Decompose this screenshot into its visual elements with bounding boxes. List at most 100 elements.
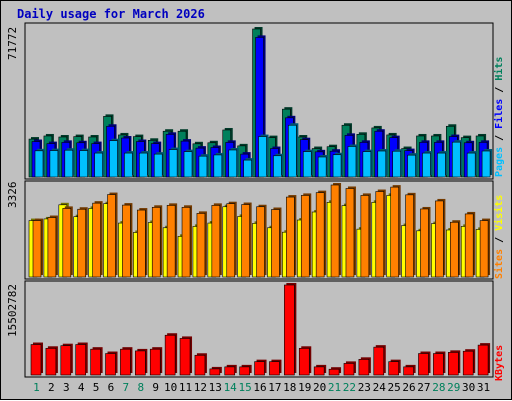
day-label-1: 1 [33,381,40,394]
hits-ymax-label: 71772 [6,26,19,60]
bar-pages-day-17 [273,155,282,178]
day-label-3: 3 [62,381,70,394]
bar-sites-day-13 [211,205,221,278]
bar-pages-day-21 [332,154,342,178]
bar-kbytes-day-9 [149,348,161,376]
bar-kbytes-day-2 [45,347,57,376]
bar-kbytes-day-24 [373,346,385,376]
visits-legend: Sites / Visits [494,193,505,279]
bar-kbytes-day-20 [313,366,325,376]
legend-sites: Sites [494,248,505,279]
day-label-26: 26 [402,381,416,394]
bar-kbytes-day-8 [135,350,146,376]
day-label-8: 8 [137,381,145,394]
bar-kbytes-day-29 [447,352,459,376]
bar-pages-day-3 [64,149,74,178]
bar-kbytes-day-25 [388,361,399,376]
bar-kbytes-day-12 [194,354,206,376]
bar-kbytes-day-22 [343,363,355,376]
bar-pages-day-15 [243,159,252,178]
bar-kbytes-day-31 [477,344,489,376]
bar-kbytes-day-10 [164,334,176,376]
day-label-30: 30 [462,381,476,394]
bar-sites-day-24 [375,191,385,278]
bar-kbytes-day-6 [105,353,116,376]
bar-kbytes-day-4 [75,344,87,376]
bar-kbytes-day-1 [30,344,42,376]
bar-pages-day-1 [34,150,44,178]
legend-kbytes: KBytes [494,344,505,381]
day-label-23: 23 [357,381,371,394]
bar-sites-day-8 [137,209,146,278]
bar-pages-day-25 [392,150,401,178]
bar-sites-day-17 [271,209,280,278]
bar-sites-day-15 [241,204,250,278]
bar-sites-day-31 [479,220,489,278]
bar-pages-day-16 [258,136,267,178]
legend-separator: / [494,80,505,99]
bar-kbytes-day-5 [90,348,101,376]
bar-sites-day-12 [196,213,206,278]
bar-pages-day-13 [213,154,223,178]
bar-pages-day-8 [139,152,148,178]
day-label-22: 22 [342,381,357,394]
panel-1-frame [24,22,494,180]
day-label-6: 6 [107,381,115,394]
day-label-11: 11 [178,381,193,394]
bar-pages-day-5 [94,152,103,178]
bar-sites-day-16 [256,206,265,278]
legend-pages: Pages [494,146,505,177]
bar-kbytes-day-3 [60,345,72,376]
bar-sites-day-27 [420,208,429,278]
bar-kbytes-day-27 [418,353,429,376]
bar-sites-day-21 [330,184,340,278]
bar-sites-day-14 [226,203,236,278]
day-label-29: 29 [447,381,461,394]
bar-pages-day-9 [153,153,163,178]
bar-pages-day-29 [451,141,461,178]
bar-pages-day-4 [79,150,89,178]
bar-kbytes-day-28 [433,353,444,376]
bar-kbytes-day-15 [239,366,250,376]
bar-pages-day-30 [466,152,476,178]
legend-files: Files [494,98,505,129]
day-label-24: 24 [372,381,386,394]
bar-sites-day-20 [315,192,325,278]
visits-ymax-label: 3326 [6,181,19,209]
bar-pages-day-27 [422,152,431,178]
chart-title: Daily usage for March 2026 [17,7,205,21]
day-label-15: 15 [238,381,252,394]
bar-sites-day-22 [345,188,355,278]
bar-sites-day-26 [405,194,414,278]
bar-sites-day-6 [107,194,116,278]
bar-sites-day-5 [92,202,101,278]
bar-kbytes-day-21 [328,368,340,376]
day-label-31: 31 [476,381,491,394]
bar-pages-day-28 [437,152,446,178]
legend-separator: / [494,128,505,147]
bar-pages-day-20 [317,156,327,178]
bar-kbytes-day-26 [403,366,414,376]
day-label-19: 19 [298,381,312,394]
day-label-2: 2 [48,381,55,394]
bar-kbytes-day-7 [120,348,131,376]
x-axis-day-labels: 1 2 3 4 5 6 7 8 9 10 11 12 13 14 15 16 17 18 19 20 21 22 23 24 2… [1,381,512,397]
bar-kbytes-day-18 [284,284,295,376]
bar-pages-day-6 [109,140,118,178]
legend-separator: / [494,230,505,249]
bar-kbytes-day-30 [462,350,474,376]
bar-pages-day-11 [183,151,193,178]
day-label-5: 5 [92,381,100,394]
day-label-10: 10 [163,381,178,394]
kbytes-ymax-label: 15502782 [6,284,19,337]
bar-pages-day-12 [198,155,208,178]
bar-sites-day-11 [181,206,191,278]
panel-2-frame [24,180,494,280]
bar-sites-day-4 [77,208,87,278]
bar-sites-day-25 [390,186,399,278]
bar-sites-day-29 [449,221,459,278]
bar-sites-day-18 [286,196,295,278]
legend-hits: Hits [494,56,505,81]
bar-kbytes-day-14 [224,366,236,376]
bar-sites-day-30 [464,213,474,278]
